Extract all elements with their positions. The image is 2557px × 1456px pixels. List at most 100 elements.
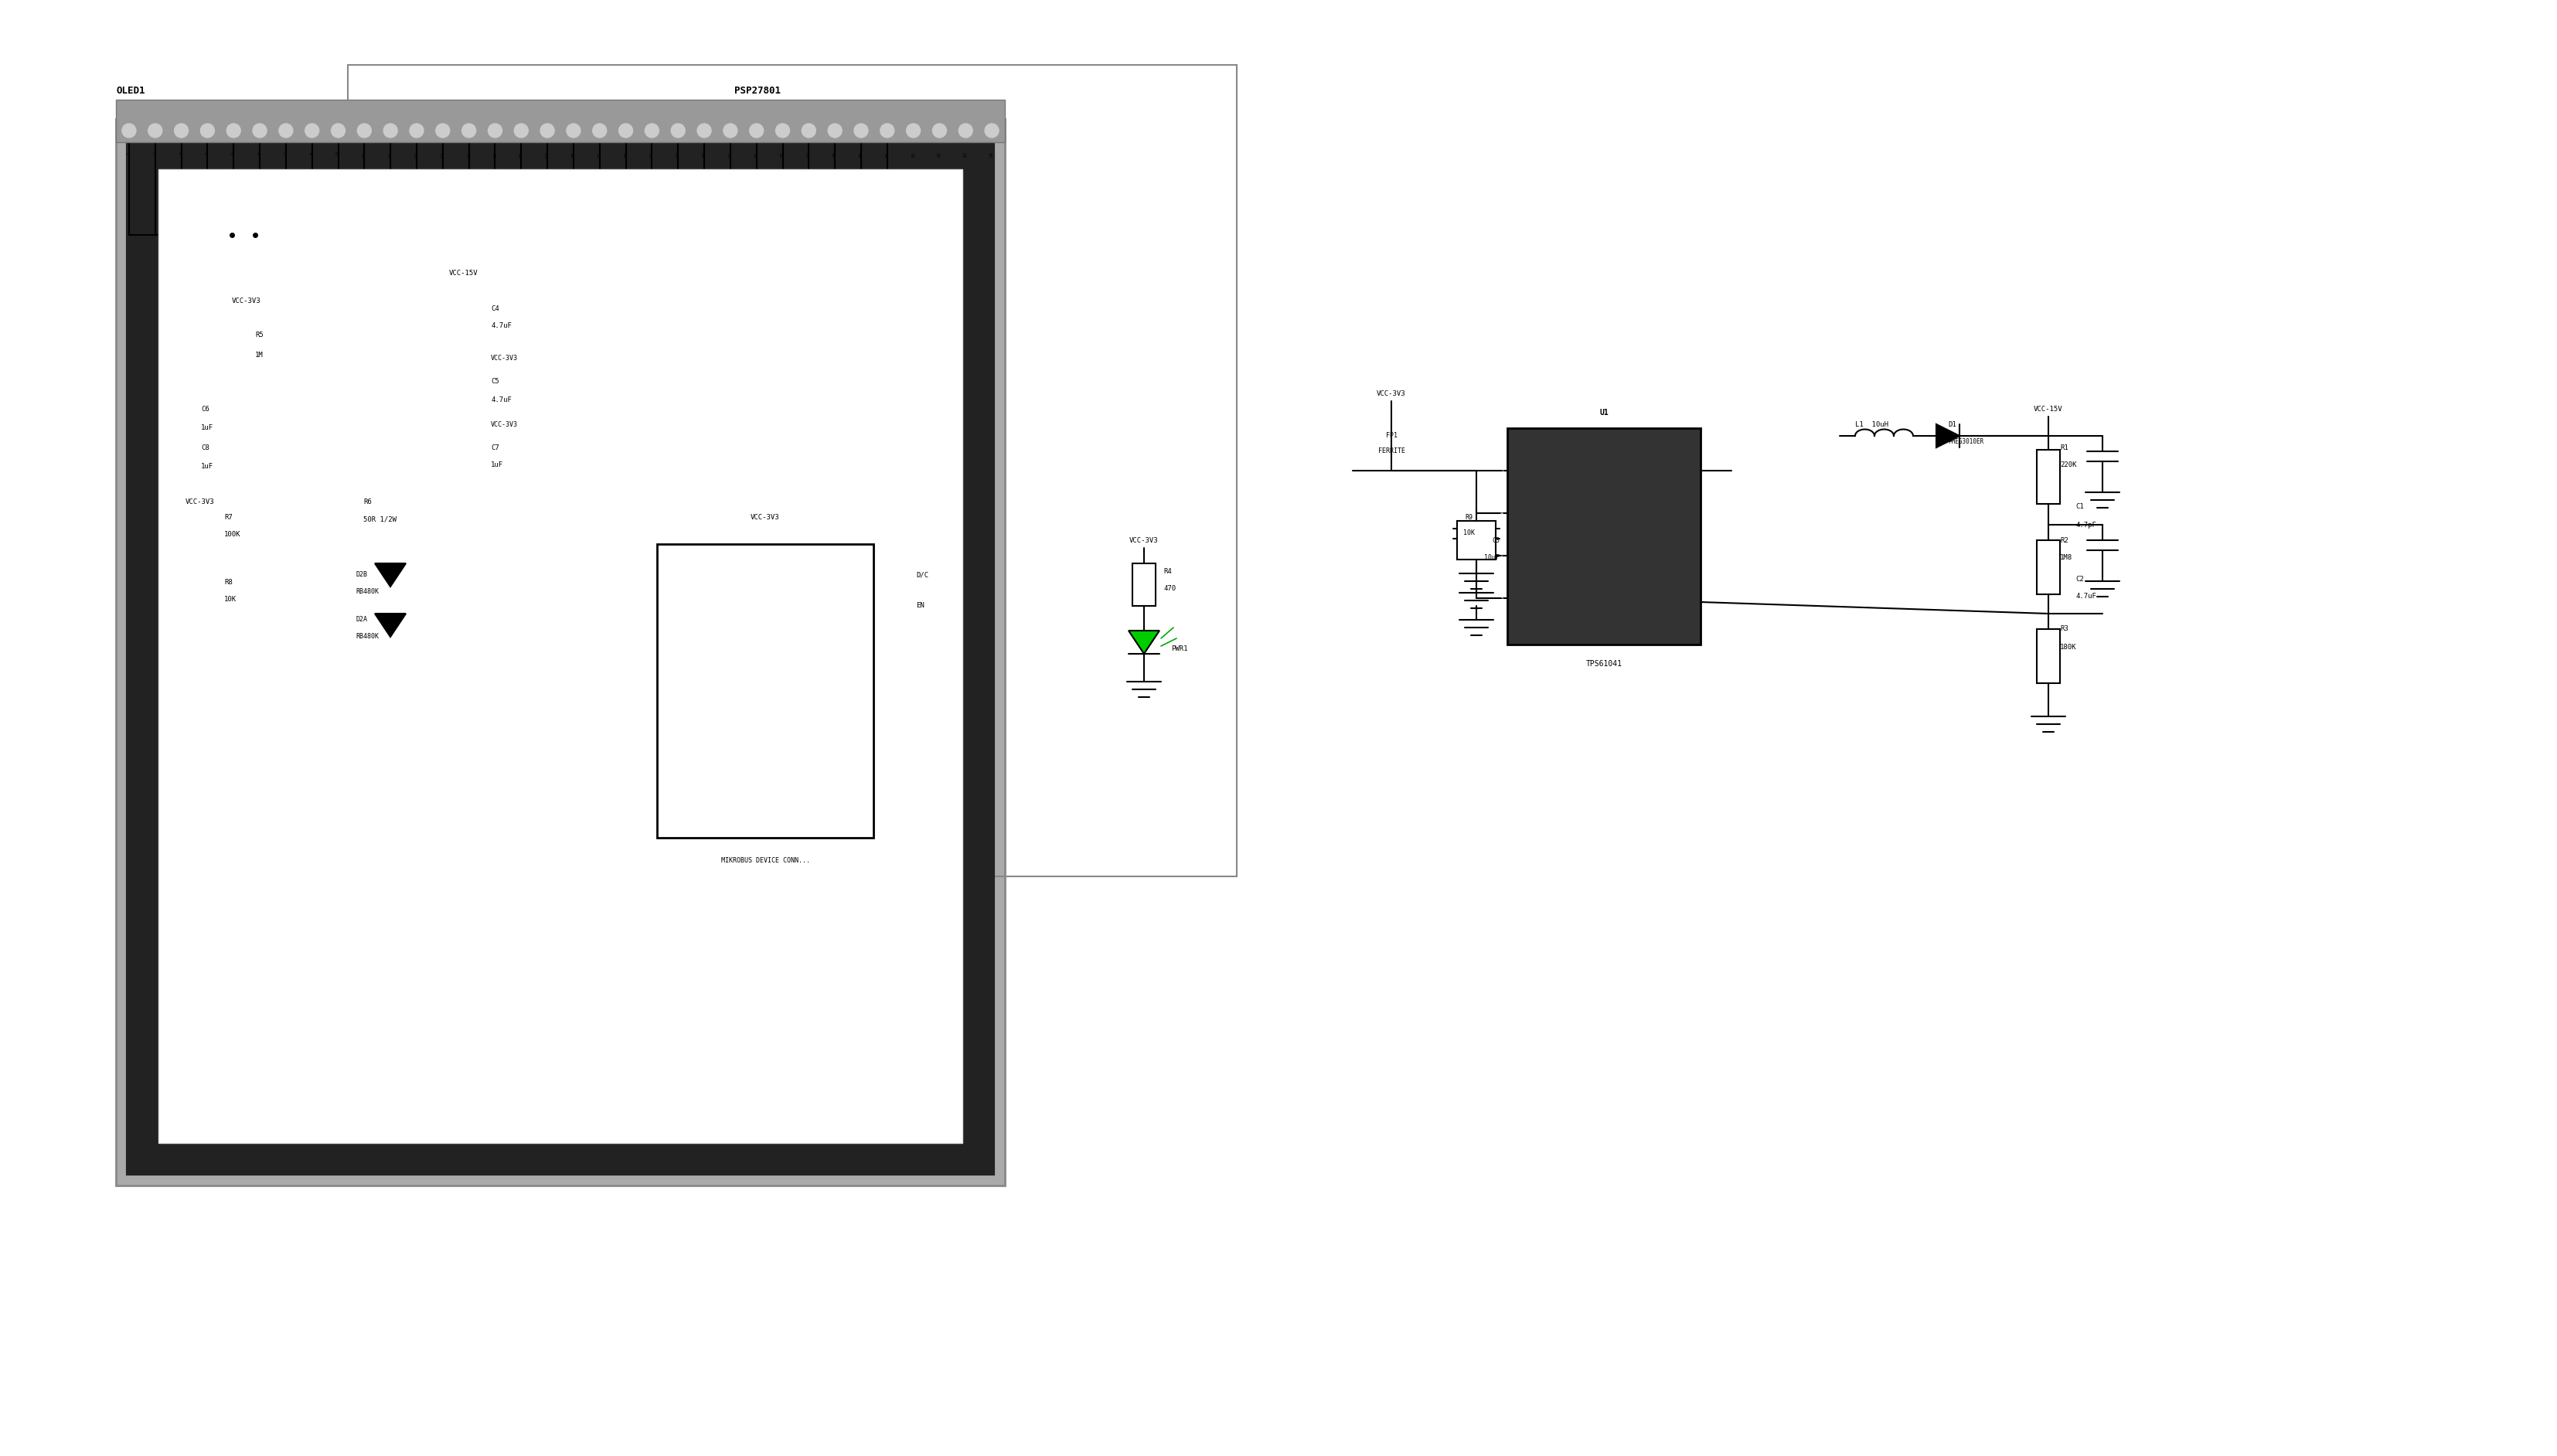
Text: 10: 10 [363, 151, 366, 157]
Circle shape [358, 124, 371, 137]
Bar [2038, 629, 2061, 683]
Text: R/W: R/W [660, 572, 672, 578]
Text: GND: GND [859, 788, 869, 795]
Circle shape [619, 124, 632, 137]
Text: 29: 29 [859, 151, 864, 157]
Text: 27: 27 [808, 151, 811, 157]
Text: PSP27801: PSP27801 [734, 86, 780, 96]
Circle shape [984, 124, 1000, 137]
Text: NC: NC [128, 95, 133, 102]
Text: TX: TX [862, 633, 869, 641]
Text: C3: C3 [1491, 537, 1498, 543]
Text: D6: D6 [626, 95, 629, 102]
Text: SDO: SDO [660, 695, 672, 702]
Text: FB: FB [1516, 594, 1521, 601]
Text: INT: INT [859, 603, 869, 610]
Text: 24: 24 [729, 151, 731, 157]
Circle shape [854, 124, 867, 137]
Text: 30: 30 [885, 151, 890, 157]
Circle shape [123, 124, 136, 137]
Text: 1uF: 1uF [491, 462, 504, 469]
Text: D3: D3 [547, 95, 552, 102]
Text: 3: 3 [179, 151, 184, 154]
Text: E/RD#: E/RD# [442, 86, 447, 102]
Text: 31: 31 [910, 151, 915, 157]
Text: 25: 25 [754, 151, 759, 157]
Text: R2: R2 [2061, 537, 2069, 543]
Text: C8: C8 [202, 444, 210, 451]
Text: 1: 1 [1698, 469, 1700, 473]
Text: C5: C5 [491, 379, 499, 386]
Text: D2A: D2A [355, 616, 368, 623]
Text: D10: D10 [731, 92, 734, 102]
Circle shape [384, 124, 396, 137]
Text: 28: 28 [834, 151, 836, 157]
Text: VCC-3V3: VCC-3V3 [752, 514, 780, 520]
Text: 12: 12 [414, 151, 419, 157]
Bar [215, 579, 238, 617]
Text: 13: 13 [440, 151, 445, 157]
Text: VIN: VIN [1516, 467, 1527, 475]
Text: 23: 23 [703, 151, 706, 157]
Text: D14: D14 [836, 92, 839, 102]
Text: 32: 32 [938, 151, 941, 157]
Text: 10uF: 10uF [1483, 555, 1498, 562]
Text: EN: EN [915, 603, 923, 610]
Circle shape [488, 124, 501, 137]
Text: 20: 20 [624, 151, 626, 157]
Text: U1: U1 [1598, 409, 1608, 416]
Text: FP1: FP1 [1386, 432, 1396, 440]
Circle shape [514, 124, 529, 137]
Text: R8: R8 [225, 579, 233, 587]
Text: 7: 7 [284, 151, 289, 154]
Text: VCC-3V3: VCC-3V3 [1130, 537, 1158, 543]
Text: C4: C4 [491, 304, 499, 312]
Circle shape [463, 124, 476, 137]
Text: 10K: 10K [225, 597, 238, 603]
Circle shape [698, 124, 711, 137]
Text: VDD: VDD [233, 92, 238, 102]
Text: D4: D4 [573, 95, 578, 102]
Circle shape [880, 124, 895, 137]
Bar [1133, 563, 1156, 606]
Text: R7: R7 [225, 514, 233, 520]
Text: VSL: VSL [887, 93, 890, 102]
Text: D1: D1 [496, 95, 499, 102]
Bar [657, 545, 874, 837]
Text: VCC-15V: VCC-15V [2033, 405, 2063, 412]
Text: D7: D7 [652, 95, 655, 102]
Text: 4: 4 [1501, 511, 1504, 515]
Text: 100K: 100K [225, 531, 240, 539]
Text: 2: 2 [1501, 553, 1504, 558]
Text: SDA: SDA [859, 727, 869, 732]
Text: 4.7uF: 4.7uF [2076, 593, 2097, 600]
Text: 26: 26 [780, 151, 785, 157]
Circle shape [775, 124, 790, 137]
Text: 1M: 1M [256, 351, 263, 358]
Text: RES#: RES# [286, 89, 289, 102]
Bar [243, 328, 266, 374]
Circle shape [724, 124, 736, 137]
Circle shape [644, 124, 660, 137]
Text: SDI: SDI [660, 727, 672, 732]
Polygon shape [1128, 630, 1158, 654]
Text: CS#: CS# [338, 92, 343, 102]
Text: VCC-15V: VCC-15V [450, 271, 478, 277]
Text: 11: 11 [389, 151, 391, 157]
Text: R3: R3 [2061, 626, 2069, 632]
Text: 1uF: 1uF [202, 425, 212, 431]
Text: FERRITE: FERRITE [1378, 448, 1404, 454]
Text: VCC-3V3: VCC-3V3 [1376, 390, 1406, 397]
Text: RB480K: RB480K [355, 588, 378, 596]
Text: SCK: SCK [660, 664, 672, 671]
Circle shape [670, 124, 685, 137]
Text: 1: 1 [128, 151, 130, 154]
Text: 4.7uF: 4.7uF [491, 396, 511, 403]
Polygon shape [376, 563, 407, 587]
Circle shape [540, 124, 555, 137]
Text: VSC: VSC [913, 92, 918, 102]
Text: VCC-3V3: VCC-3V3 [233, 297, 261, 304]
Text: RST: RST [660, 603, 672, 610]
Text: 8: 8 [309, 151, 315, 154]
Text: 470: 470 [1163, 585, 1176, 593]
